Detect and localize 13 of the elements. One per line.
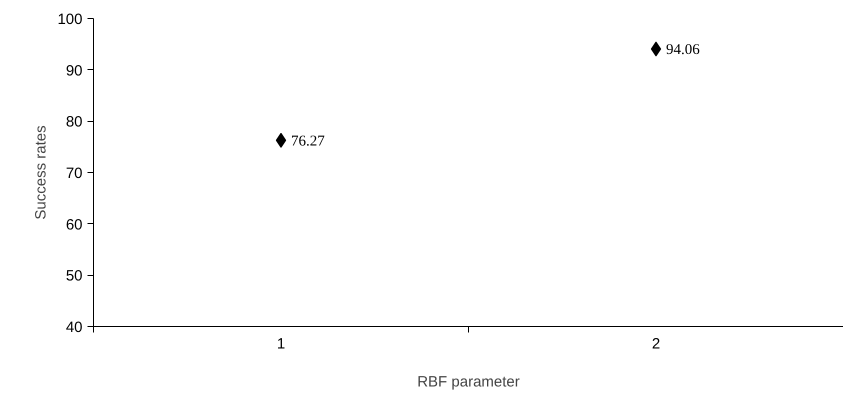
y-tick-label: 80 [66, 114, 83, 131]
y-tick-label: 90 [66, 62, 83, 80]
y-axis-title: Success rates [32, 125, 50, 220]
y-tick-label: 60 [66, 216, 83, 234]
y-tick-label: 40 [66, 319, 83, 336]
y-tick-label: 100 [57, 11, 83, 28]
y-tick-label: 70 [66, 165, 83, 182]
data-label: 76.27 [291, 133, 326, 150]
x-tick-label: 1 [276, 336, 286, 352]
y-tick-label: 50 [66, 268, 83, 285]
x-axis-title: RBF parameter [417, 374, 520, 390]
data-label: 94.06 [666, 42, 700, 58]
x-tick-label: 2 [652, 336, 660, 352]
